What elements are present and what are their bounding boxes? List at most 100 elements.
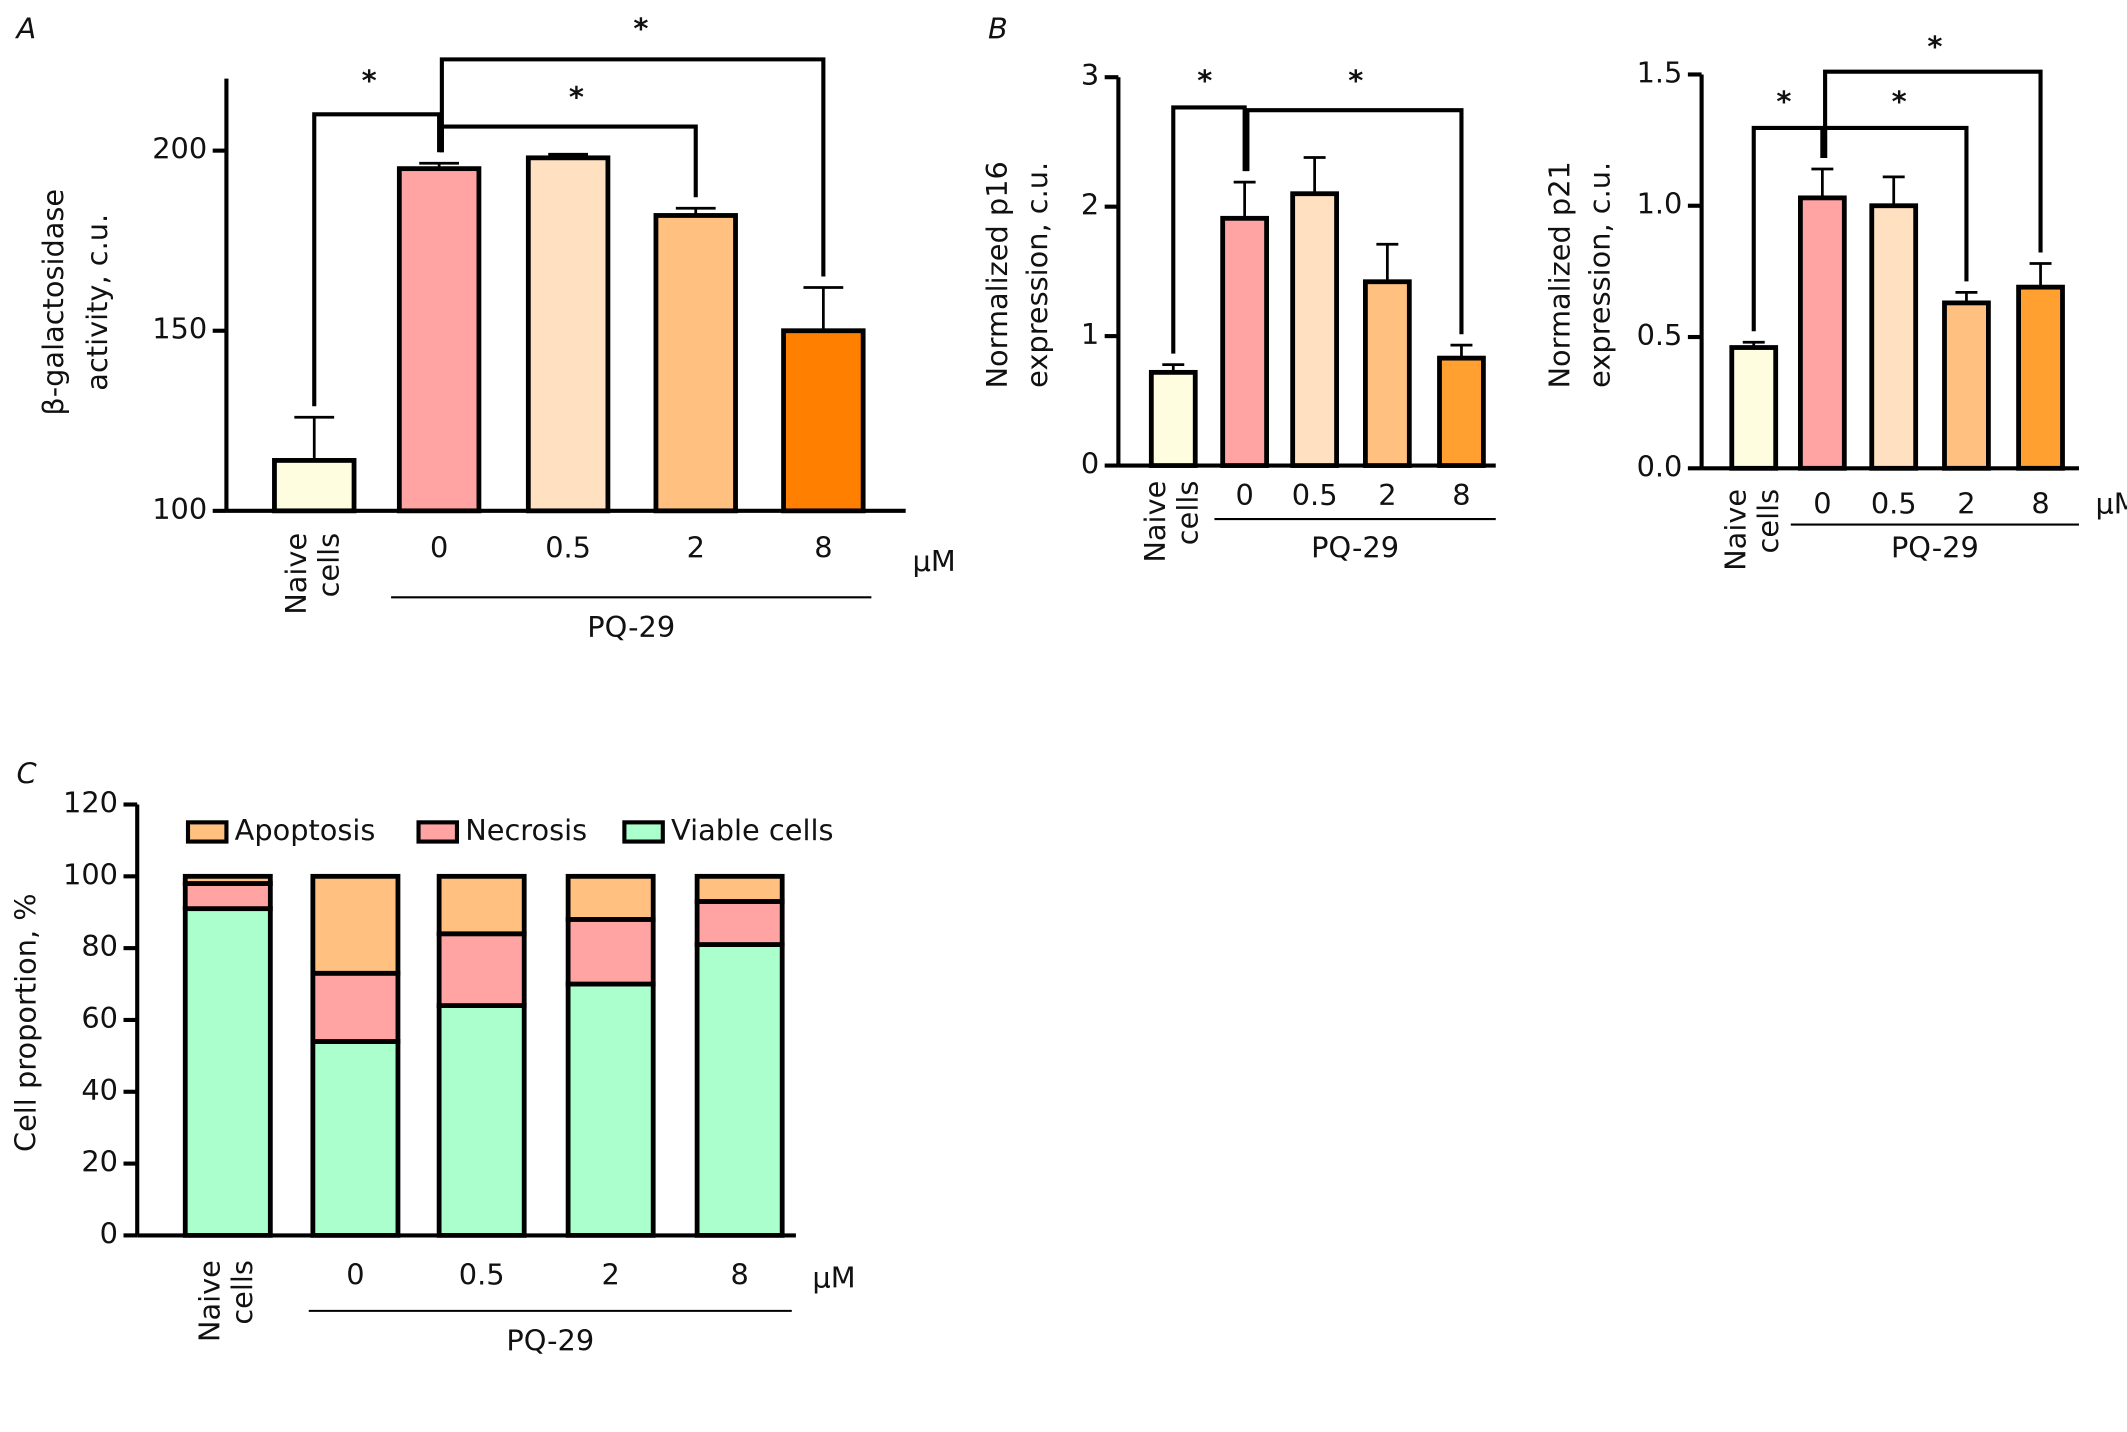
x-tick-label-line: Naive (1718, 489, 1752, 571)
bar-segment (694, 942, 785, 1238)
bar (2016, 284, 2065, 471)
bar (1729, 345, 1779, 471)
y-tick-label: 200 (152, 132, 207, 166)
y-axis-label: activity, c.u. (80, 214, 114, 391)
x-tick-label-line: cells (1171, 481, 1205, 546)
bar-segment (694, 899, 785, 947)
significance-bracket (439, 57, 826, 277)
x-tick-label: 0.5 (1292, 478, 1338, 512)
significance-label: * (1348, 64, 1363, 98)
y-tick-label: 60 (81, 1001, 118, 1035)
x-tick-label: 0 (1813, 486, 1831, 520)
x-tick-label: Naivecells (192, 1260, 259, 1342)
group-label: PQ-29 (1311, 530, 1399, 564)
bar (1798, 195, 1847, 471)
y-tick-label: 0 (1081, 447, 1099, 481)
significance-label: * (362, 64, 377, 98)
x-tick-label: 0.5 (545, 530, 591, 564)
unit-label: μM (812, 1260, 855, 1294)
x-tick-label-line: cells (225, 1260, 259, 1325)
group-label: PQ-29 (587, 610, 675, 644)
significance-label: * (569, 80, 584, 114)
legend-label: Apoptosis (235, 813, 376, 847)
y-tick-label: 40 (81, 1073, 118, 1107)
bar (1942, 300, 1991, 471)
significance-bracket (1171, 105, 1247, 354)
significance-bracket (1823, 69, 2043, 253)
legend-label: Necrosis (465, 813, 587, 847)
bar (1148, 369, 1198, 468)
bar-segment (565, 917, 656, 987)
y-tick-label: 1.5 (1637, 55, 1683, 89)
significance-bracket (312, 112, 442, 407)
x-tick-label: Naivecells (1138, 481, 1205, 563)
x-tick-label-line: Naive (279, 533, 313, 615)
y-tick-label: 2 (1081, 188, 1099, 222)
panel-letter: A (14, 12, 36, 46)
x-tick-label: 0 (1235, 478, 1253, 512)
bar (272, 458, 357, 514)
bar-segment (565, 981, 656, 1238)
bar-segment (182, 881, 273, 912)
x-tick-label: Naivecells (279, 533, 346, 615)
legend-swatch (185, 820, 229, 844)
panel-letter: C (16, 757, 37, 791)
significance-label: * (1776, 84, 1791, 118)
bar (1437, 355, 1486, 468)
x-tick-label: 2 (601, 1258, 619, 1292)
x-tick-label: 2 (1957, 486, 1975, 520)
legend-label: Viable cells (671, 813, 833, 847)
bar (1362, 279, 1412, 468)
x-tick-label: 0.5 (459, 1258, 505, 1292)
bar (396, 166, 482, 514)
y-tick-label: 0.0 (1637, 449, 1683, 483)
x-tick-label: Naivecells (1718, 489, 1785, 571)
y-tick-label: 1 (1081, 317, 1099, 351)
x-tick-label-line: cells (1751, 489, 1785, 554)
x-tick-label: 8 (2031, 486, 2049, 520)
x-tick-label: 8 (730, 1258, 748, 1292)
y-tick-label: 0 (100, 1216, 118, 1250)
bar-segment (436, 931, 527, 1008)
group-label: PQ-29 (1891, 530, 1979, 564)
y-tick-label: 20 (81, 1145, 118, 1179)
y-tick-label: 150 (152, 312, 207, 346)
significance-label: * (1892, 84, 1907, 118)
bar (525, 155, 611, 514)
y-axis-label: expression, c.u. (1020, 162, 1054, 388)
x-tick-label: 8 (1452, 478, 1470, 512)
y-axis-label: Normalized p21 (1543, 161, 1577, 388)
y-axis-label: expression, c.u. (1582, 162, 1616, 388)
bar (1869, 203, 1919, 471)
x-tick-label: 8 (814, 530, 832, 564)
significance-bracket (1751, 125, 1825, 332)
bar-segment (565, 873, 656, 922)
bar (1290, 191, 1339, 468)
x-tick-label-line: Naive (1138, 481, 1172, 563)
bar (653, 213, 738, 514)
group-label: PQ-29 (506, 1323, 594, 1357)
x-tick-label-line: cells (312, 533, 346, 598)
y-axis-label: Cell proportion, % (8, 893, 42, 1152)
bar-segment (436, 873, 527, 937)
y-axis-label: β-galactosidase (36, 189, 70, 416)
legend-swatch (622, 820, 665, 844)
panel-letter: B (988, 12, 1008, 46)
bar-segment (182, 906, 273, 1238)
x-tick-label: 0 (346, 1258, 364, 1292)
y-tick-label: 120 (63, 786, 118, 820)
significance-label: * (1927, 29, 1942, 63)
unit-label: μM (913, 544, 956, 578)
unit-label: μM (2095, 486, 2127, 520)
x-tick-label: 0 (430, 530, 448, 564)
bar-segment (310, 1039, 401, 1238)
y-tick-label: 80 (81, 929, 118, 963)
y-tick-label: 3 (1081, 58, 1099, 92)
x-tick-label: 0.5 (1871, 486, 1917, 520)
legend-swatch (416, 820, 460, 844)
bar (1220, 215, 1269, 468)
significance-label: * (1197, 64, 1212, 98)
bar-segment (310, 970, 401, 1044)
y-tick-label: 100 (63, 857, 118, 891)
